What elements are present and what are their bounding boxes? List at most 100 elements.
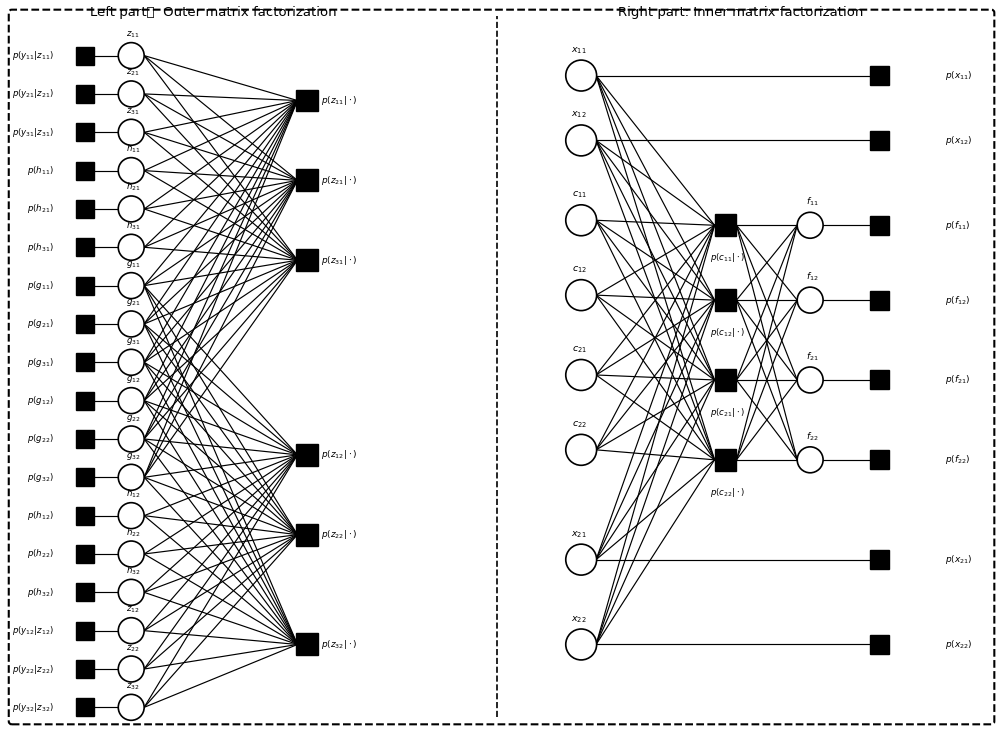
- Text: $z_{12}$: $z_{12}$: [126, 604, 140, 615]
- Text: $p(c_{11}|\cdot)$: $p(c_{11}|\cdot)$: [710, 251, 745, 264]
- Text: $x_{12}$: $x_{12}$: [571, 110, 587, 120]
- Text: Right part: Inner matrix factorization: Right part: Inner matrix factorization: [618, 6, 863, 19]
- Text: Left part：  Outer matrix factorization: Left part： Outer matrix factorization: [90, 6, 336, 19]
- Text: $p(y_{22}|z_{22})$: $p(y_{22}|z_{22})$: [12, 663, 54, 675]
- Text: $p(g_{31})$: $p(g_{31})$: [27, 356, 54, 369]
- Text: $c_{21}$: $c_{21}$: [572, 345, 587, 355]
- Text: $f_{11}$: $f_{11}$: [806, 196, 818, 208]
- Circle shape: [118, 656, 144, 682]
- Text: $p(g_{21})$: $p(g_{21})$: [27, 318, 54, 331]
- Text: $z_{32}$: $z_{32}$: [126, 681, 140, 692]
- Text: $h_{22}$: $h_{22}$: [126, 526, 140, 539]
- Circle shape: [566, 280, 597, 310]
- Circle shape: [118, 81, 144, 107]
- Text: $h_{32}$: $h_{32}$: [126, 564, 140, 577]
- Bar: [715, 289, 736, 311]
- Text: $z_{21}$: $z_{21}$: [126, 68, 140, 78]
- Text: $h_{12}$: $h_{12}$: [126, 488, 140, 500]
- Text: $p(z_{12}|\cdot)$: $p(z_{12}|\cdot)$: [321, 448, 358, 461]
- Bar: [715, 449, 736, 471]
- Text: $f_{21}$: $f_{21}$: [806, 350, 818, 363]
- Circle shape: [566, 544, 597, 575]
- Bar: [76, 200, 94, 218]
- Bar: [76, 622, 94, 639]
- Circle shape: [566, 359, 597, 391]
- Text: $p(y_{31}|z_{31})$: $p(y_{31}|z_{31})$: [12, 126, 54, 139]
- Text: $p(z_{21}|\cdot)$: $p(z_{21}|\cdot)$: [321, 174, 358, 187]
- Bar: [715, 215, 736, 237]
- Circle shape: [797, 367, 823, 393]
- Text: $g_{12}$: $g_{12}$: [126, 374, 140, 385]
- Circle shape: [118, 196, 144, 222]
- Text: $x_{11}$: $x_{11}$: [571, 45, 587, 55]
- Text: $p(x_{22})$: $p(x_{22})$: [945, 638, 972, 651]
- Text: $p(h_{11})$: $p(h_{11})$: [27, 164, 54, 177]
- Bar: [76, 161, 94, 180]
- Circle shape: [118, 42, 144, 69]
- Bar: [296, 523, 318, 545]
- Circle shape: [118, 119, 144, 145]
- Bar: [76, 699, 94, 716]
- Circle shape: [797, 447, 823, 473]
- Bar: [76, 277, 94, 295]
- Text: $p(g_{11})$: $p(g_{11})$: [27, 279, 54, 292]
- Circle shape: [118, 350, 144, 375]
- Bar: [76, 85, 94, 103]
- Bar: [870, 371, 889, 389]
- Text: $p(z_{31}|\cdot)$: $p(z_{31}|\cdot)$: [321, 254, 358, 266]
- Text: $p(z_{11}|\cdot)$: $p(z_{11}|\cdot)$: [321, 94, 358, 107]
- Circle shape: [118, 541, 144, 567]
- Circle shape: [797, 212, 823, 238]
- Bar: [870, 635, 889, 654]
- Text: $z_{31}$: $z_{31}$: [126, 107, 140, 117]
- Circle shape: [118, 311, 144, 337]
- Text: $g_{11}$: $g_{11}$: [126, 259, 140, 270]
- Text: $p(z_{22}|\cdot)$: $p(z_{22}|\cdot)$: [321, 529, 358, 541]
- Text: $p(f_{22})$: $p(f_{22})$: [945, 453, 970, 466]
- Bar: [76, 353, 94, 372]
- Text: $z_{22}$: $z_{22}$: [126, 643, 140, 653]
- Circle shape: [118, 158, 144, 183]
- Circle shape: [118, 503, 144, 529]
- Text: $p(c_{21}|\cdot)$: $p(c_{21}|\cdot)$: [710, 406, 745, 419]
- Text: $p(x_{11})$: $p(x_{11})$: [945, 69, 972, 82]
- Text: $p(g_{22})$: $p(g_{22})$: [27, 432, 54, 445]
- Text: $g_{31}$: $g_{31}$: [126, 336, 140, 347]
- Bar: [76, 583, 94, 602]
- Text: $p(x_{12})$: $p(x_{12})$: [945, 134, 972, 147]
- Text: $f_{22}$: $f_{22}$: [806, 431, 818, 443]
- Circle shape: [566, 629, 597, 660]
- Bar: [76, 430, 94, 448]
- Text: $p(f_{21})$: $p(f_{21})$: [945, 374, 970, 386]
- Text: $c_{11}$: $c_{11}$: [572, 190, 587, 200]
- Text: $g_{22}$: $g_{22}$: [126, 412, 140, 423]
- Bar: [870, 550, 889, 569]
- Circle shape: [118, 388, 144, 414]
- Circle shape: [118, 272, 144, 299]
- Circle shape: [118, 618, 144, 644]
- Text: $p(z_{32}|\cdot)$: $p(z_{32}|\cdot)$: [321, 638, 358, 651]
- Text: $p(y_{11}|z_{11})$: $p(y_{11}|z_{11})$: [12, 49, 54, 62]
- Circle shape: [566, 434, 597, 465]
- Circle shape: [566, 125, 597, 156]
- Bar: [76, 507, 94, 525]
- Text: $h_{31}$: $h_{31}$: [126, 219, 140, 232]
- Circle shape: [118, 694, 144, 721]
- Circle shape: [118, 580, 144, 605]
- Text: $p(x_{21})$: $p(x_{21})$: [945, 553, 972, 566]
- Text: $h_{11}$: $h_{11}$: [126, 142, 140, 155]
- Bar: [76, 123, 94, 141]
- Bar: [76, 660, 94, 678]
- Text: $p(y_{12}|z_{12})$: $p(y_{12}|z_{12})$: [12, 624, 54, 637]
- Bar: [870, 291, 889, 310]
- Text: $p(c_{12}|\cdot)$: $p(c_{12}|\cdot)$: [710, 326, 745, 339]
- Text: $p(h_{12})$: $p(h_{12})$: [27, 509, 54, 522]
- Text: $g_{32}$: $g_{32}$: [126, 451, 140, 462]
- Circle shape: [118, 234, 144, 261]
- Text: $z_{11}$: $z_{11}$: [126, 30, 140, 40]
- Text: $x_{21}$: $x_{21}$: [571, 529, 587, 539]
- Text: $p(g_{32})$: $p(g_{32})$: [27, 471, 54, 484]
- Bar: [296, 169, 318, 191]
- Circle shape: [566, 205, 597, 236]
- Bar: [296, 444, 318, 466]
